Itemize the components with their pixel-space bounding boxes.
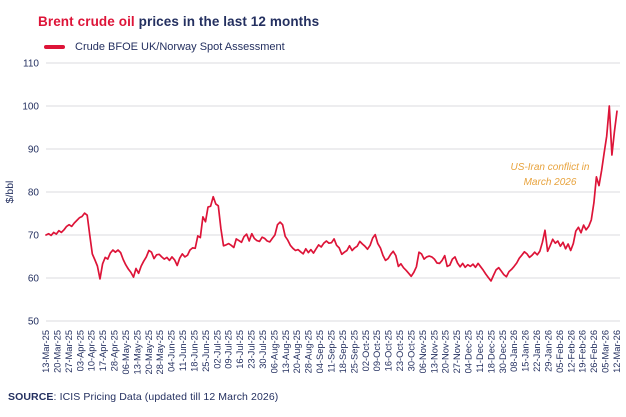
x-tick-label: 02-Jul-25 [212, 330, 222, 369]
x-tick-label: 27-Nov-25 [452, 330, 462, 373]
x-tick-label: 20-Aug-25 [292, 330, 302, 373]
x-tick-label: 28-May-25 [155, 330, 165, 374]
legend: Crude BFOE UK/Norway Spot Assessment [44, 41, 285, 53]
event-annotation-line1: US-Iran conflict in [510, 162, 590, 173]
x-tick-label: 05-Mar-26 [601, 330, 611, 373]
x-tick-label: 11-Dec-25 [475, 330, 485, 373]
x-tick-label: 02-Oct-25 [361, 330, 371, 371]
source-note: SOURCE: ICIS Pricing Data (updated till … [8, 391, 278, 403]
x-tick-label: 16-Oct-25 [384, 330, 394, 371]
x-tick-label: 25-Sep-25 [349, 330, 359, 373]
x-tick-label: 20-May-25 [144, 330, 154, 374]
x-tick-label: 06-Aug-25 [269, 330, 279, 373]
y-tick-label: 110 [23, 59, 39, 70]
x-tick-label: 13-May-25 [132, 330, 142, 374]
x-tick-label: 18-Jun-25 [190, 330, 200, 372]
x-tick-label: 18-Dec-25 [486, 330, 496, 373]
x-tick-label: 30-Jul-25 [258, 330, 268, 369]
x-tick-label: 15-Jan-26 [521, 330, 531, 372]
event-annotation: US-Iran conflict in March 2026 [498, 161, 602, 190]
x-tick-label: 22-Jan-26 [532, 330, 542, 372]
x-tick-label: 06-May-25 [121, 330, 131, 374]
x-tick-label: 30-Oct-25 [406, 330, 416, 371]
x-tick-label: 06-Nov-25 [418, 330, 428, 373]
x-tick-label: 10-Apr-25 [87, 330, 97, 371]
y-tick-label: 50 [28, 317, 40, 328]
x-tick-label: 04-Dec-25 [464, 330, 474, 373]
x-tick-label: 28-Apr-25 [110, 330, 120, 371]
x-tick-label: 25-Jun-25 [201, 330, 211, 372]
x-tick-label: 23-Oct-25 [395, 330, 405, 371]
y-tick-label: 80 [28, 188, 40, 199]
x-tick-label: 13-Nov-25 [429, 330, 439, 373]
source-text: : ICIS Pricing Data (updated till 12 Mar… [53, 391, 279, 403]
event-annotation-line2: March 2026 [523, 176, 577, 188]
x-tick-label: 11-Sep-25 [327, 330, 337, 373]
legend-line-swatch [44, 45, 65, 49]
x-tick-label: 12-Feb-26 [566, 330, 576, 373]
x-tick-label: 30-Dec-25 [498, 330, 508, 373]
x-tick-label: 09-Jul-25 [224, 330, 234, 369]
gridlines [46, 62, 620, 322]
x-tick-label: 28-Aug-25 [304, 330, 314, 373]
y-axis-labels: 110 100 90 80 70 60 50 [22, 59, 39, 328]
legend-label: Crude BFOE UK/Norway Spot Assessment [75, 41, 285, 53]
title-highlight: Brent crude oil [38, 14, 135, 29]
x-tick-label: 08-Jan-26 [509, 330, 519, 372]
y-tick-label: 60 [28, 274, 40, 285]
x-tick-label: 26-Feb-26 [589, 330, 599, 373]
x-tick-label: 12-Mar-26 [612, 330, 622, 373]
title-rest: prices in the last 12 months [134, 14, 320, 29]
x-tick-label: 29-Jan-26 [544, 330, 554, 372]
x-tick-label: 20-Nov-25 [441, 330, 451, 373]
x-tick-label: 05-Feb-26 [555, 330, 565, 373]
x-tick-label: 04-Jun-25 [167, 330, 177, 372]
x-tick-label: 13-Mar-25 [41, 330, 51, 373]
x-tick-label: 17-Apr-25 [98, 330, 108, 371]
x-tick-label: 19-Feb-26 [578, 330, 588, 373]
x-tick-label: 09-Oct-25 [372, 330, 382, 371]
y-tick-label: 70 [28, 231, 40, 242]
x-axis-labels: 13-Mar-25 20-Mar-25 27-Mar-25 03-Apr-25 10-A… [41, 330, 622, 374]
x-tick-label: 13-Aug-25 [281, 330, 291, 373]
x-tick-label: 11-Jun-25 [178, 330, 188, 371]
source-label: SOURCE [8, 391, 54, 403]
x-tick-label: 04-Sep-25 [315, 330, 325, 373]
y-tick-label: 90 [28, 145, 40, 156]
x-tick-label: 27-Mar-25 [64, 330, 74, 373]
y-axis-title: $/bbl [4, 181, 16, 204]
page-title: Brent crude oil prices in the last 12 mo… [38, 14, 319, 29]
x-tick-label: 20-Mar-25 [52, 330, 62, 373]
x-tick-label: 16-Jul-25 [235, 330, 245, 369]
x-tick-label: 18-Sep-25 [338, 330, 348, 373]
x-tick-label: 03-Apr-25 [75, 330, 85, 371]
price-line-series [45, 105, 618, 282]
y-tick-label: 100 [22, 102, 39, 113]
x-tick-label: 23-Jul-25 [247, 330, 257, 369]
